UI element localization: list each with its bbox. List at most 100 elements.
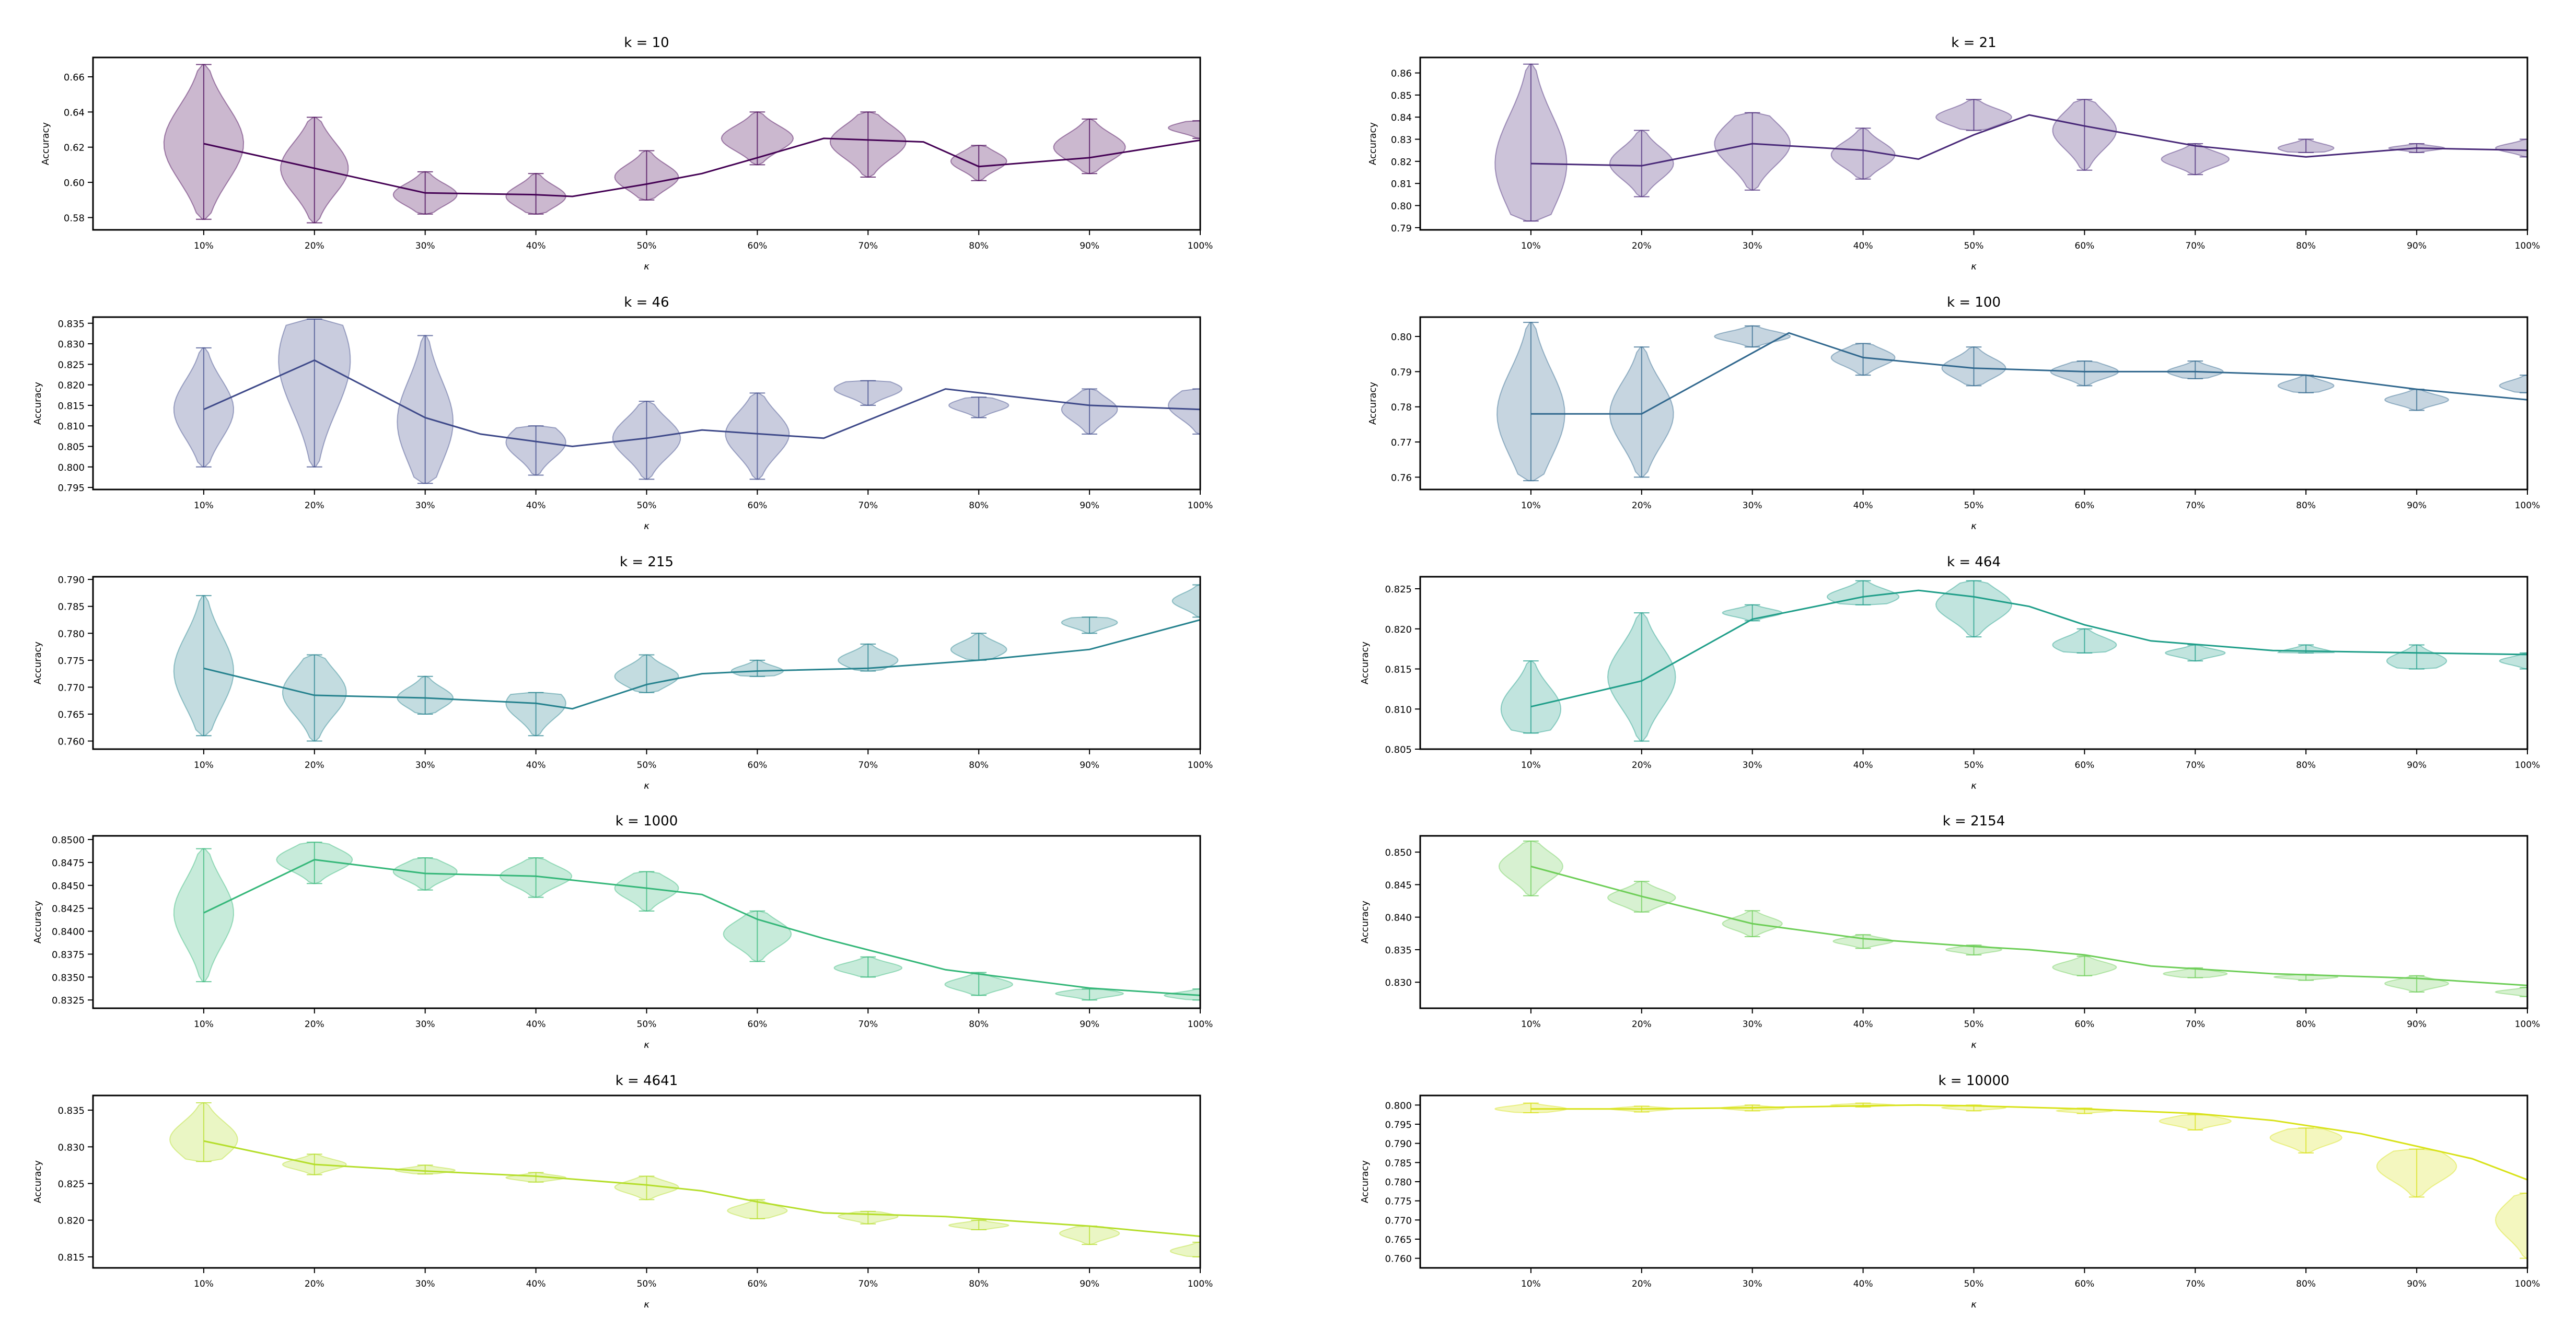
y-tick-label: 0.66 — [64, 72, 85, 83]
x-tick-label: 60% — [748, 1019, 768, 1030]
x-tick-label: 80% — [969, 500, 989, 511]
x-tick-label: 30% — [415, 760, 435, 771]
x-axis-label: κ — [644, 1299, 649, 1310]
x-tick-label: 30% — [415, 1019, 435, 1030]
x-tick-label: 90% — [1080, 241, 1099, 251]
mean-accuracy-line — [1530, 866, 2527, 986]
x-tick-label: 10% — [194, 500, 214, 511]
x-tick-label: 20% — [1632, 760, 1652, 771]
x-tick-label: 50% — [1964, 760, 1984, 771]
mean-accuracy-line — [203, 859, 1200, 996]
x-tick-label: 90% — [2407, 241, 2427, 251]
x-tick-label: 20% — [1632, 1279, 1652, 1289]
x-axis-label: κ — [1971, 780, 1977, 791]
x-tick-label: 30% — [1743, 241, 1762, 251]
x-tick-label: 70% — [858, 500, 878, 511]
y-tick-label: 0.78 — [1391, 402, 1412, 413]
y-tick-label: 0.86 — [1391, 68, 1412, 79]
y-tick-label: 0.840 — [1385, 913, 1412, 924]
y-tick-label: 0.765 — [57, 709, 85, 720]
mean-accuracy-line — [203, 359, 1200, 448]
mean-accuracy-line — [203, 1140, 1200, 1238]
subplot-title: k = 215 — [620, 554, 674, 570]
x-tick-label: 50% — [1964, 1279, 1984, 1289]
x-tick-label: 100% — [1188, 1019, 1213, 1030]
y-tick-label: 0.805 — [1385, 744, 1412, 755]
y-tick-label: 0.825 — [57, 359, 85, 370]
y-tick-label: 0.8475 — [52, 858, 85, 869]
x-tick-label: 80% — [2296, 1019, 2316, 1030]
x-tick-label: 100% — [1188, 500, 1213, 511]
subplot-k10000: k = 10000 0.760 0.765 0.770 0.775 0.780 0.785 0… — [1360, 1073, 2540, 1310]
x-tick-label: 40% — [526, 1279, 546, 1289]
plot-area — [173, 584, 1200, 742]
y-tick-label: 0.8350 — [52, 972, 85, 983]
y-axis-label: Accuracy — [32, 382, 43, 425]
subplot-title: k = 4641 — [616, 1073, 678, 1089]
y-tick-label: 0.8400 — [52, 927, 85, 938]
plot-area — [173, 842, 1200, 1001]
y-tick-label: 0.810 — [1385, 704, 1412, 715]
x-tick-label: 70% — [2185, 241, 2205, 251]
subplot-k215: k = 215 0.760 0.765 0.770 0.775 0.780 0.785 0.7… — [32, 554, 1213, 791]
subplot-k2154: k = 2154 0.830 0.835 0.840 0.845 0.850 10% 20% 3… — [1360, 813, 2540, 1051]
y-tick-label: 0.800 — [1385, 1100, 1412, 1111]
plot-area — [169, 1102, 1200, 1257]
x-tick-label: 100% — [1188, 760, 1213, 771]
x-tick-label: 30% — [415, 500, 435, 511]
x-tick-label: 50% — [1964, 1019, 1984, 1030]
y-tick-label: 0.84 — [1391, 112, 1412, 123]
x-tick-label: 20% — [305, 1019, 324, 1030]
x-tick-label: 90% — [1080, 1279, 1099, 1289]
y-tick-label: 0.8450 — [52, 881, 85, 892]
x-tick-label: 10% — [194, 760, 214, 771]
x-tick-label: 30% — [1743, 1019, 1762, 1030]
x-tick-label: 90% — [2407, 760, 2427, 771]
mean-accuracy-line — [1530, 589, 2527, 708]
y-tick-label: 0.820 — [57, 1216, 85, 1227]
x-tick-label: 100% — [2515, 1279, 2540, 1289]
y-axis-label: Accuracy — [32, 1160, 43, 1204]
y-axis-label: Accuracy — [1360, 1160, 1371, 1204]
x-tick-label: 60% — [2075, 241, 2095, 251]
x-tick-label: 60% — [748, 1279, 768, 1289]
x-tick-label: 80% — [2296, 500, 2316, 511]
x-axis-label: κ — [1971, 1040, 1977, 1051]
y-tick-label: 0.785 — [1385, 1158, 1412, 1169]
y-tick-label: 0.830 — [1385, 977, 1412, 988]
mean-accuracy-line — [203, 619, 1200, 710]
x-tick-label: 70% — [858, 1019, 878, 1030]
y-tick-label: 0.60 — [64, 178, 85, 189]
x-tick-label: 10% — [1521, 1279, 1541, 1289]
y-tick-label: 0.62 — [64, 143, 85, 154]
x-tick-label: 40% — [526, 500, 546, 511]
x-tick-label: 80% — [969, 760, 989, 771]
y-tick-label: 0.810 — [57, 421, 85, 432]
y-tick-label: 0.79 — [1391, 367, 1412, 378]
x-tick-label: 70% — [2185, 1019, 2205, 1030]
x-tick-label: 60% — [748, 760, 768, 771]
x-tick-label: 50% — [1964, 500, 1984, 511]
y-tick-label: 0.770 — [57, 682, 85, 693]
subplot-title: k = 46 — [624, 295, 669, 310]
x-tick-label: 70% — [858, 241, 878, 251]
y-tick-label: 0.83 — [1391, 135, 1412, 146]
x-tick-label: 100% — [2515, 500, 2540, 511]
y-axis-label: Accuracy — [1360, 642, 1371, 685]
x-tick-label: 90% — [1080, 760, 1099, 771]
mean-accuracy-line — [203, 137, 1200, 197]
y-tick-label: 0.835 — [57, 1105, 85, 1116]
subplot-k1000: k = 1000 0.8325 0.8350 0.8375 0.8400 0.8425 0.… — [32, 813, 1213, 1051]
y-tick-label: 0.830 — [57, 1142, 85, 1153]
x-tick-label: 100% — [1188, 241, 1213, 251]
y-tick-label: 0.760 — [57, 737, 85, 748]
x-axis-label: κ — [644, 1040, 649, 1051]
x-tick-label: 50% — [637, 1279, 657, 1289]
y-tick-label: 0.825 — [57, 1179, 85, 1190]
x-axis-label: κ — [1971, 261, 1977, 272]
x-tick-label: 70% — [2185, 500, 2205, 511]
x-tick-label: 40% — [1853, 241, 1873, 251]
x-tick-label: 90% — [2407, 1019, 2427, 1030]
